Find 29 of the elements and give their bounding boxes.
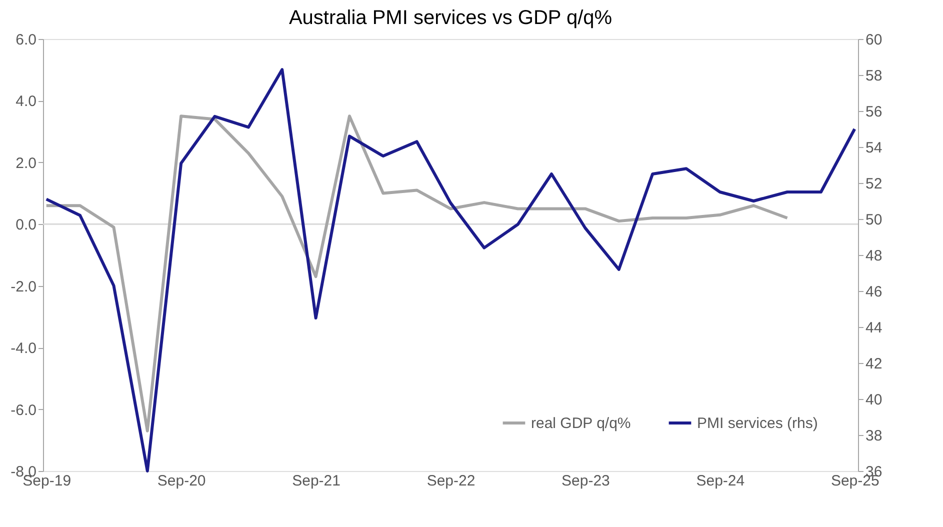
y2-tick-label: 42 (866, 356, 882, 372)
y-tick-label: -4.0 (10, 340, 36, 358)
y-tick-label: 4.0 (16, 93, 36, 110)
y2-tick-label: 46 (866, 284, 882, 300)
chart-title: Australia PMI services vs GDP q/q% (288, 7, 612, 29)
y2-tick-label: 56 (866, 104, 882, 120)
x-tick-label: Sep-21 (292, 472, 340, 490)
y2-tick-label: 60 (866, 32, 882, 48)
y2-tick-label: 48 (866, 248, 882, 264)
legend-label: PMI services (rhs) (697, 415, 818, 432)
y2-tick-label: 54 (866, 140, 882, 156)
line-series (44, 114, 789, 432)
y2-tick-label: 44 (866, 320, 882, 336)
y2-tick-label: 52 (866, 176, 882, 192)
x-tick-label: Sep-20 (157, 472, 206, 490)
y2-tick-label: 40 (866, 392, 882, 408)
x-tick-label: Sep-24 (696, 472, 745, 490)
y-tick-label: -6.0 (10, 402, 36, 419)
y2-tick-label: 58 (866, 68, 882, 84)
y2-tick-label: 38 (866, 428, 882, 444)
y2-tick-label: 50 (866, 212, 882, 228)
y-tick-label: 6.0 (16, 32, 36, 48)
x-tick-label: Sep-22 (426, 472, 476, 490)
line-series (44, 68, 856, 472)
legend-label: real GDP q/q% (531, 415, 631, 432)
x-tick-label: Sep-23 (562, 472, 610, 490)
y-tick-label: 2.0 (16, 154, 36, 172)
y-tick-label: -2.0 (10, 278, 36, 296)
y-tick-label: 0.0 (16, 216, 36, 234)
